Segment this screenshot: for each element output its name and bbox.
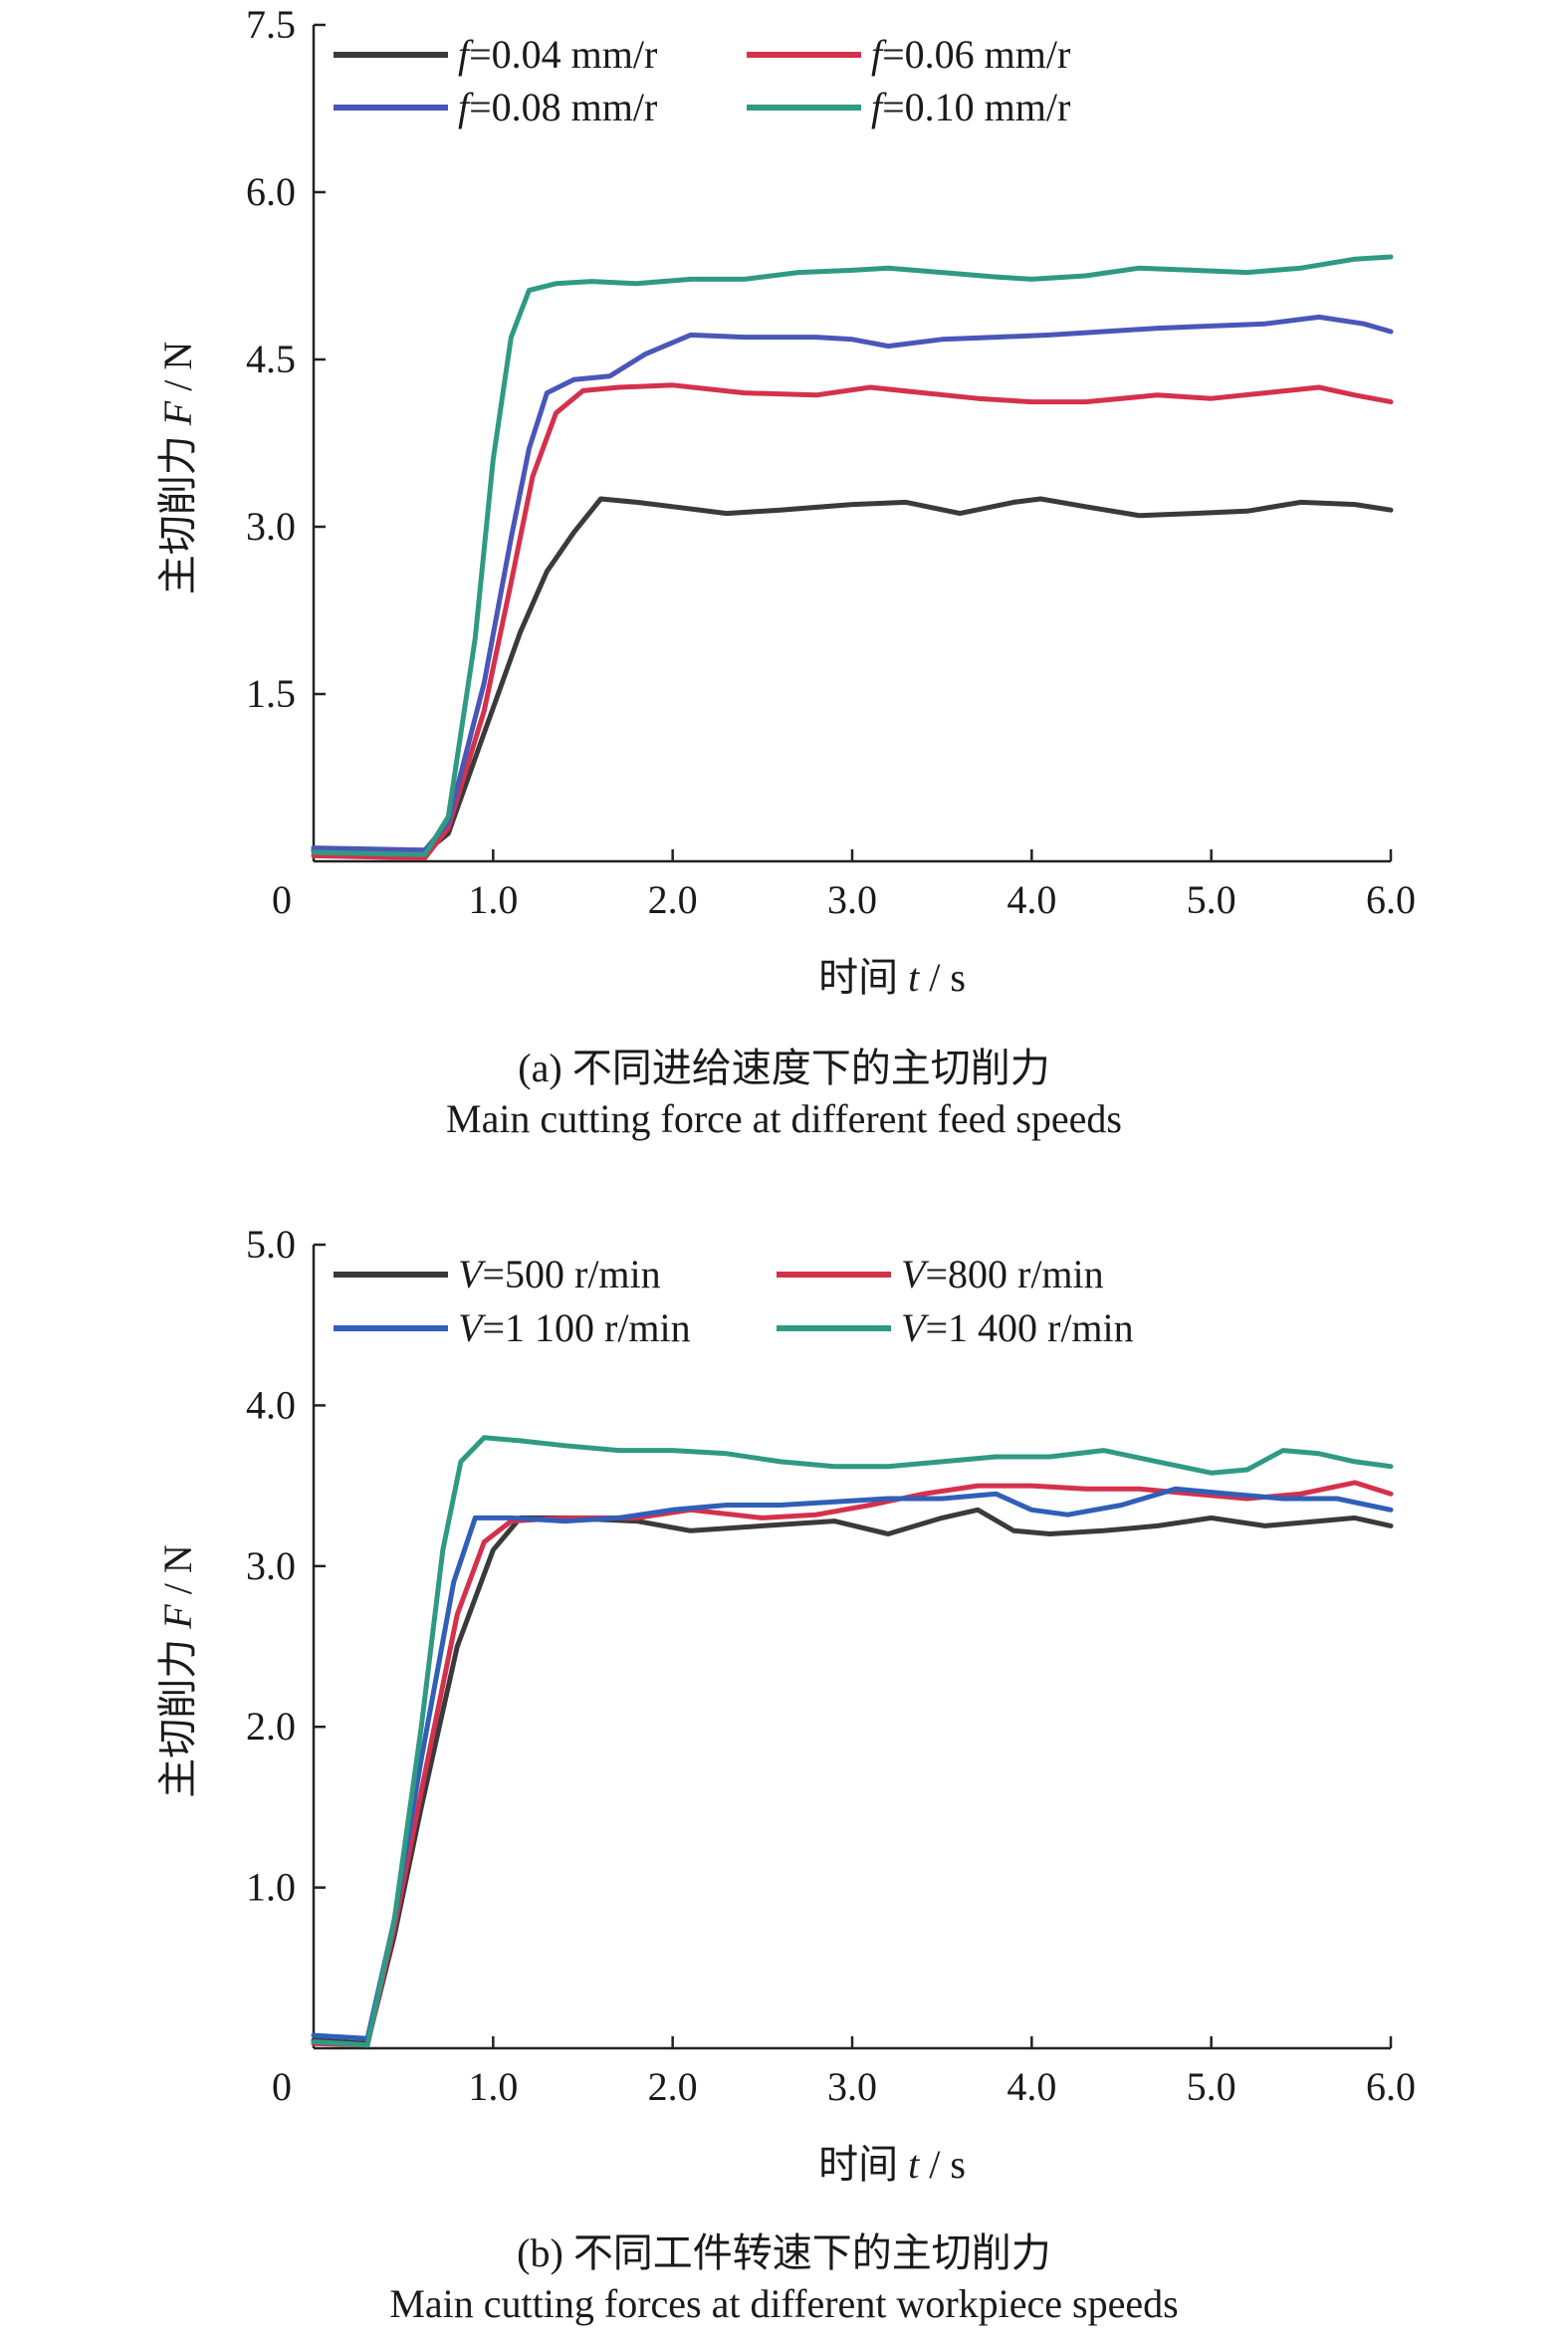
caption-b-en: Main cutting forces at different workpie… xyxy=(389,2281,1179,2326)
legend-label: f=0.08 mm/r xyxy=(458,85,657,129)
series-line xyxy=(311,314,1394,853)
series-line xyxy=(311,1480,1394,2048)
y-axis-label: 主切削力 F / N xyxy=(155,342,200,594)
legend-label: f=0.04 mm/r xyxy=(458,32,657,77)
caption-a-cn: (a) 不同进给速度下的主切削力 xyxy=(518,1046,1050,1090)
x-tick-label: 6.0 xyxy=(1366,877,1416,922)
x-tick-label: 4.0 xyxy=(1007,2064,1056,2109)
chart-panel-a: 0 1.0 2.0 3.0 4.0 5.0 6.0 1.5 3.0 4.5 6.0 7.5 f=0.04… xyxy=(155,2,1416,1000)
y-tick-label: 3.0 xyxy=(246,1543,296,1588)
x-tick-label: 5.0 xyxy=(1187,2064,1236,2109)
legend-label: f=0.10 mm/r xyxy=(871,85,1070,129)
x-tick-label: 2.0 xyxy=(648,2064,698,2109)
x-tick-label: 6.0 xyxy=(1366,2064,1416,2109)
y-tick-label: 1.0 xyxy=(246,1865,296,1910)
x-tick-label: 0 xyxy=(272,877,292,922)
x-tick-label: 5.0 xyxy=(1187,877,1236,922)
x-tick-label: 3.0 xyxy=(827,877,877,922)
legend-label: V=500 r/min xyxy=(458,1252,661,1296)
chart-panel-b: 0 1.0 2.0 3.0 4.0 5.0 6.0 1.0 2.0 3.0 4.0 5.0 V=500 … xyxy=(155,1222,1416,2187)
series-line xyxy=(311,1435,1394,2048)
legend-label: f=0.06 mm/r xyxy=(871,32,1070,77)
y-tick-label: 4.0 xyxy=(246,1382,296,1427)
x-tick-label: 1.0 xyxy=(468,877,518,922)
x-axis-label: 时间 t / s xyxy=(818,2142,966,2187)
x-tick-label: 3.0 xyxy=(827,2064,877,2109)
x-tick-label: 0 xyxy=(272,2064,292,2109)
y-tick-label: 7.5 xyxy=(246,2,296,47)
caption-a-en: Main cutting force at different feed spe… xyxy=(446,1096,1122,1141)
legend-label: V=800 r/min xyxy=(901,1252,1104,1296)
y-tick-label: 3.0 xyxy=(246,504,296,549)
y-tick-label: 5.0 xyxy=(246,1222,296,1267)
x-axis-label: 时间 t / s xyxy=(818,955,966,1000)
y-tick-label: 4.5 xyxy=(246,337,296,381)
series-line xyxy=(311,254,1394,857)
x-tick-label: 2.0 xyxy=(648,877,698,922)
y-tick-label: 2.0 xyxy=(246,1704,296,1749)
y-tick-label: 1.5 xyxy=(246,671,296,716)
series-line xyxy=(311,496,1394,855)
x-tick-label: 4.0 xyxy=(1007,877,1056,922)
series-line xyxy=(311,1507,1394,2046)
series-line xyxy=(311,382,1394,861)
y-axis-label: 主切削力 F / N xyxy=(155,1544,200,1797)
legend-label: V=1 400 r/min xyxy=(901,1305,1134,1350)
legend-label: V=1 100 r/min xyxy=(458,1305,691,1350)
caption-b-cn: (b) 不同工件转速下的主切削力 xyxy=(517,2230,1051,2275)
y-tick-label: 6.0 xyxy=(246,169,296,214)
series-line xyxy=(311,1486,1394,2041)
x-tick-label: 1.0 xyxy=(468,2064,518,2109)
